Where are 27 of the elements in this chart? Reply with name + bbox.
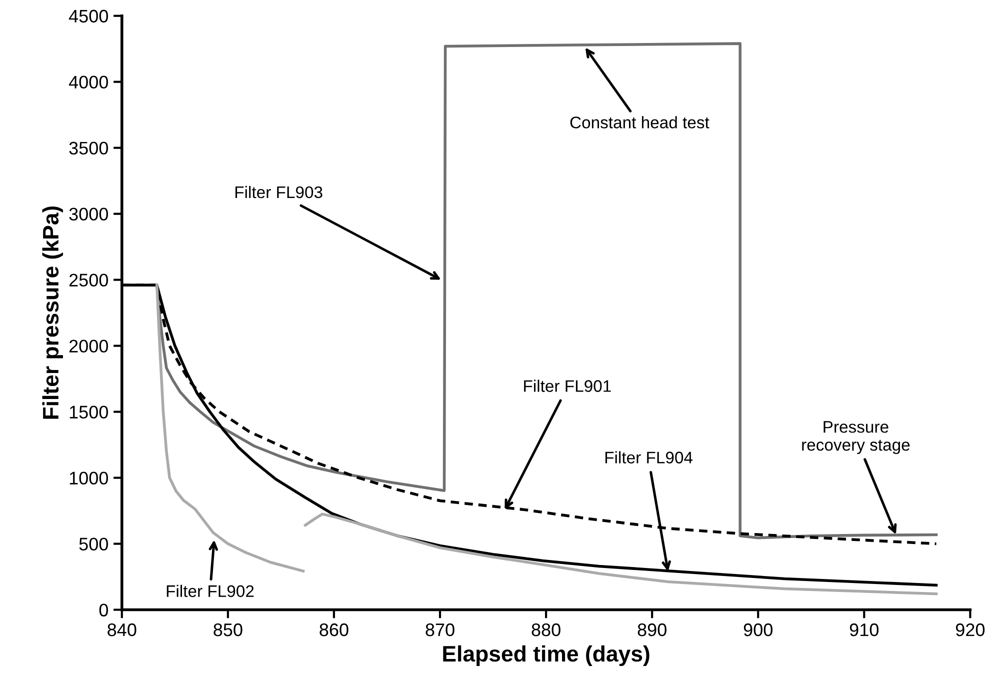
x-tick-label: 870 (426, 623, 454, 636)
y-tick-label: 2000 (69, 340, 108, 353)
y-tick-label: 3500 (69, 142, 108, 155)
x-tick-label: 900 (744, 623, 772, 636)
annotation: Filter FL901 (524, 380, 611, 392)
annotation: Filter FL904 (605, 451, 693, 464)
x-axis-title: Elapsed time (days) (443, 645, 650, 666)
y-tick-label: 4500 (68, 10, 108, 23)
annotation: Filter FL902 (166, 584, 254, 598)
y-tick-label: 500 (79, 538, 108, 550)
y-tick-label: 1000 (70, 472, 108, 485)
y-tick-label: 2500 (69, 274, 108, 287)
x-tick-label: 840 (108, 623, 136, 636)
x-tick-label: 860 (320, 623, 348, 636)
x-tick-label: 910 (850, 623, 879, 636)
y-tick-label: 1500 (70, 406, 108, 419)
y-tick-label: 4000 (68, 76, 108, 89)
y-axis-title: Filter pressure (kPa) (42, 206, 63, 419)
annotation: Pressure recovery stage (802, 421, 910, 454)
x-tick-label: 850 (214, 623, 242, 636)
y-tick-label: 3000 (69, 208, 108, 221)
annotation: Constant head test (570, 116, 710, 128)
y-tick-label: 0 (99, 604, 108, 616)
annotation: Filter FL903 (235, 186, 322, 198)
x-tick-label: 890 (638, 623, 666, 636)
x-tick-label: 920 (956, 623, 985, 636)
x-tick-label: 880 (532, 623, 560, 636)
